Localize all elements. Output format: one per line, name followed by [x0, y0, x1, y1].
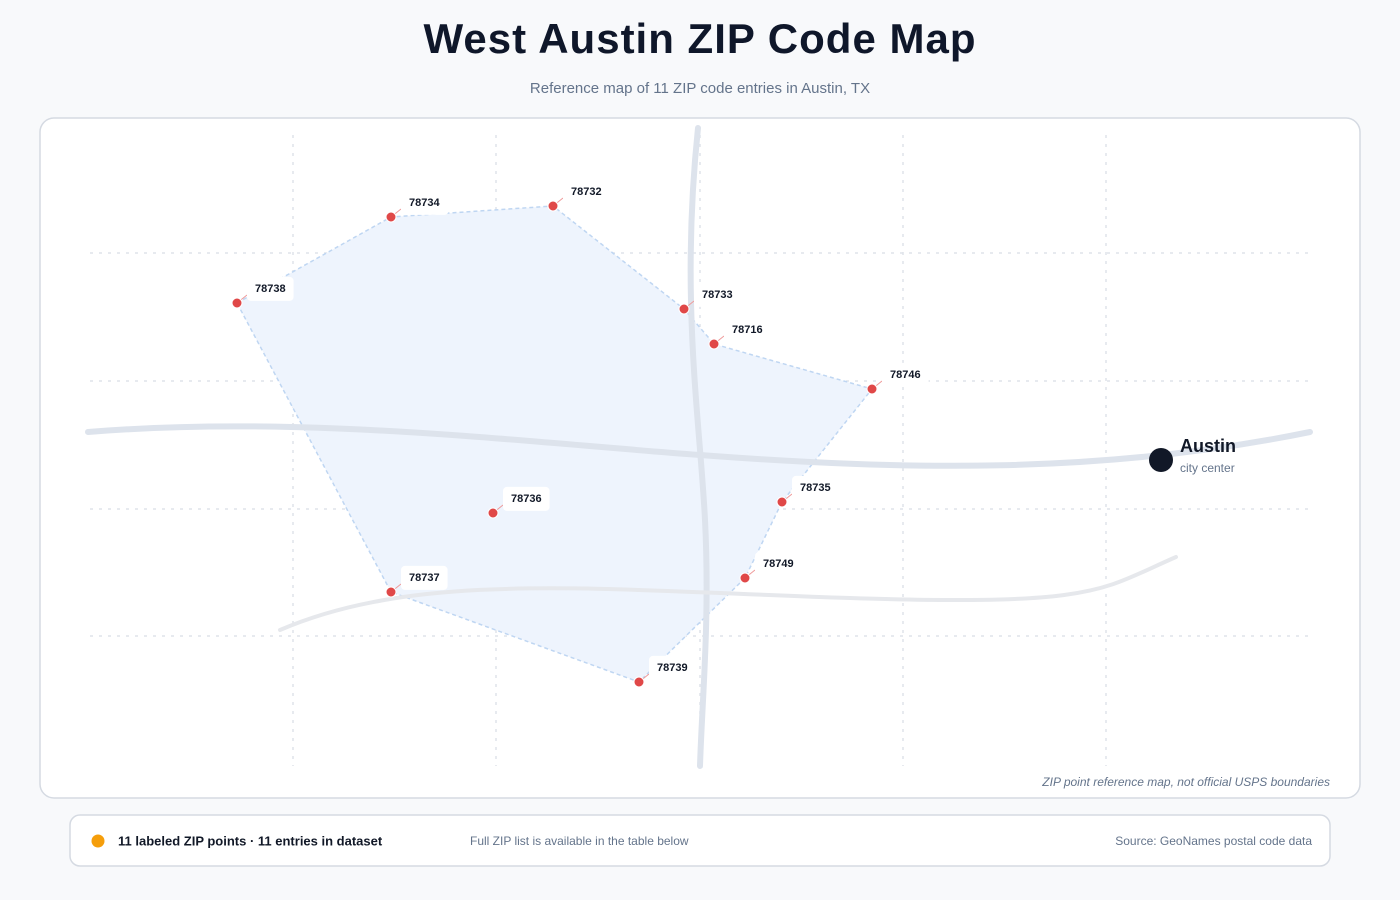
zip-point: [633, 676, 645, 688]
zip-point: [385, 586, 397, 598]
label-box: [247, 276, 294, 301]
city-sublabel: city center: [1180, 461, 1235, 475]
city-marker: [1149, 448, 1173, 472]
label-box: [563, 179, 610, 204]
map-note: ZIP point reference map, not official US…: [1041, 775, 1330, 789]
zip-label: 78738: [255, 283, 286, 295]
zip-label: 78735: [800, 482, 831, 494]
zip-point: [385, 211, 397, 223]
footer-bar: [69, 814, 1331, 867]
zip-points: 78734 78732 78738 78733 78716 78746 78736 78735…: [231, 179, 929, 688]
zip-point: [678, 303, 690, 315]
label-box: [694, 282, 741, 307]
footer-summary: 11 labeled ZIP points · 11 entries in da…: [118, 833, 383, 848]
label-box: [792, 475, 839, 500]
zip-point: [866, 383, 878, 395]
zip-label: 78716: [732, 324, 763, 336]
zip-label: 78739: [657, 662, 688, 674]
zip-label: 78734: [409, 197, 440, 209]
zip-point: [739, 572, 751, 584]
label-box: [724, 317, 771, 342]
legend-dot: [91, 834, 105, 848]
label-box: [882, 362, 929, 387]
title: West Austin ZIP Code Map: [424, 15, 977, 62]
zip-label: 78736: [511, 493, 542, 505]
zip-label: 78737: [409, 572, 440, 584]
city-label: Austin: [1180, 436, 1236, 456]
zip-point: [487, 507, 499, 519]
label-box: [401, 190, 449, 215]
label-box: [503, 486, 550, 511]
zip-label: 78749: [763, 558, 794, 570]
label-box: [755, 551, 802, 576]
footer-hint: Full ZIP list is available in the table …: [470, 834, 689, 848]
subtitle: Reference map of 11 ZIP code entries in …: [530, 80, 870, 97]
zip-point: [776, 496, 788, 508]
footer-source: Source: GeoNames postal code data: [1115, 834, 1312, 848]
roads: [85, 125, 1313, 769]
label-box: [401, 565, 448, 590]
zip-point: [708, 338, 720, 350]
zip-label: 78733: [702, 289, 733, 301]
zip-label: 78732: [571, 186, 602, 198]
zip-label: 78746: [890, 369, 921, 381]
label-box: [649, 655, 696, 680]
zip-point: [547, 200, 559, 212]
zip-point: [231, 297, 243, 309]
